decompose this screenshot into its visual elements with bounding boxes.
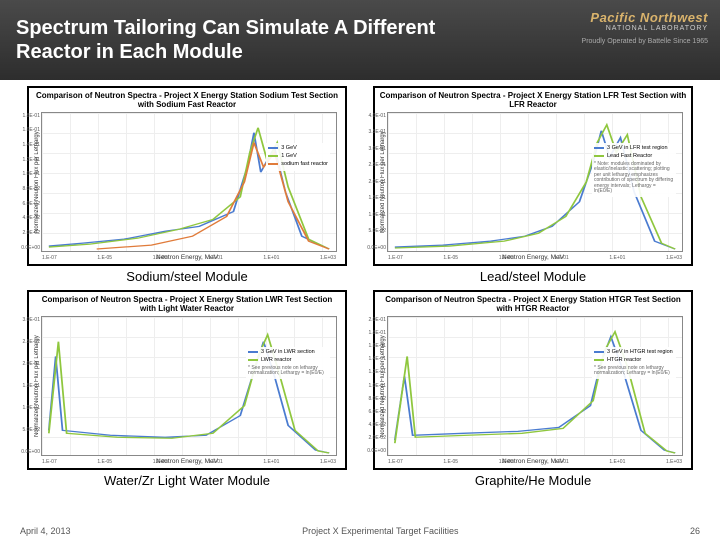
y-ticks: 3.0E-012.5E-012.0E-011.5E-011.0E-015.0E-… <box>20 317 40 455</box>
page-title: Spectrum Tailoring Can Simulate A Differ… <box>16 16 476 64</box>
legend-label: 3 GeV in HTGR test region <box>607 349 673 356</box>
chart-frame: Comparison of Neutron Spectra - Project … <box>27 86 347 266</box>
legend-note: * Note: modules dominated by elastic/ine… <box>594 162 674 195</box>
chart-frame: Comparison of Neutron Spectra - Project … <box>373 86 693 266</box>
chart-title: Comparison of Neutron Spectra - Project … <box>379 92 687 110</box>
x-ticks: 1.E-071.E-051.E-031.E-011.E+011.E+03 <box>42 459 336 465</box>
footer-date: April 4, 2013 <box>20 526 71 536</box>
chart-frame: Comparison of Neutron Spectra - Project … <box>27 290 347 470</box>
x-ticks: 1.E-071.E-051.E-031.E-011.E+011.E+03 <box>388 459 682 465</box>
x-ticks: 1.E-071.E-051.E-031.E-011.E+011.E+03 <box>388 255 682 261</box>
legend-label: HTGR reactor <box>607 357 641 364</box>
chart-title: Comparison of Neutron Spectra - Project … <box>33 296 341 314</box>
chart-caption: Water/Zr Light Water Module <box>104 473 270 488</box>
legend-item: HTGR reactor <box>594 357 674 364</box>
legend-label: 1 GeV <box>281 153 297 160</box>
legend-label: sodium fast reactor <box>281 161 328 168</box>
legend-swatch <box>594 351 604 353</box>
chart-frame: Comparison of Neutron Spectra - Project … <box>373 290 693 470</box>
legend-item: 3 GeV in HTGR test region <box>594 349 674 356</box>
legend-label: LWR reactor <box>261 357 291 364</box>
chart-title: Comparison of Neutron Spectra - Project … <box>379 296 687 314</box>
legend-item: 3 GeV <box>268 145 328 152</box>
legend-swatch <box>248 359 258 361</box>
chart-title: Comparison of Neutron Spectra - Project … <box>33 92 341 110</box>
legend-swatch <box>268 163 278 165</box>
legend-note: * See previous note on lethargy normaliz… <box>594 366 674 377</box>
y-ticks: 2.0E-011.8E-011.6E-011.4E-011.2E-011.0E-… <box>366 317 386 455</box>
x-ticks: 1.E-071.E-051.E-031.E-011.E+011.E+03 <box>42 255 336 261</box>
chart-cell: Comparison of Neutron Spectra - Project … <box>366 86 700 284</box>
y-ticks: 1.8E-011.6E-011.4E-011.2E-011.0E-018.0E-… <box>20 113 40 251</box>
legend-label: Lead Fast Reactor <box>607 153 652 160</box>
footer: April 4, 2013 Project X Experimental Tar… <box>0 526 720 536</box>
chart-cell: Comparison of Neutron Spectra - Project … <box>366 290 700 488</box>
legend-label: 3 GeV <box>281 145 297 152</box>
legend-item: 3 GeV in LWR section <box>248 349 328 356</box>
legend-swatch <box>268 147 278 149</box>
legend-item: sodium fast reactor <box>268 161 328 168</box>
legend: 3 GeV in LWR sectionLWR reactor * See pre… <box>246 347 330 379</box>
footer-page: 26 <box>690 526 700 536</box>
y-ticks: 4.0E-013.5E-013.0E-012.5E-012.0E-011.5E-… <box>366 113 386 251</box>
plot-wrap: Normalized Neutron Flux per Lethargy3.0E… <box>33 316 341 456</box>
legend: 3 GeV1 GeVsodium fast reactor <box>266 143 330 171</box>
footer-center: Project X Experimental Target Facilities <box>302 526 458 536</box>
legend-swatch <box>594 359 604 361</box>
legend: 3 GeV in HTGR test regionHTGR reactor * S… <box>592 347 676 379</box>
legend: 3 GeV in LFR test regionLead Fast Reacto… <box>592 143 676 197</box>
chart-grid: Comparison of Neutron Spectra - Project … <box>0 80 720 488</box>
plot-wrap: Normalized Neutron Flux per Lethargy4.0E… <box>379 112 687 252</box>
plot-wrap: Normalized Neutron Flux per Lethargy2.0E… <box>379 316 687 456</box>
logo-tagline: Proudly Operated by Battelle Since 1965 <box>582 38 708 45</box>
plot-area: 4.0E-013.5E-013.0E-012.5E-012.0E-011.5E-… <box>387 112 683 252</box>
legend-swatch <box>594 155 604 157</box>
chart-caption: Lead/steel Module <box>480 269 586 284</box>
chart-caption: Sodium/steel Module <box>126 269 247 284</box>
header-bar: Spectrum Tailoring Can Simulate A Differ… <box>0 0 720 80</box>
plot-area: 3.0E-012.5E-012.0E-011.5E-011.0E-015.0E-… <box>41 316 337 456</box>
legend-item: 1 GeV <box>268 153 328 160</box>
chart-cell: Comparison of Neutron Spectra - Project … <box>20 86 354 284</box>
legend-swatch <box>268 155 278 157</box>
plot-wrap: Normalized Neutron Flux per Lethargy1.8E… <box>33 112 341 252</box>
plot-area: 2.0E-011.8E-011.6E-011.4E-011.2E-011.0E-… <box>387 316 683 456</box>
legend-swatch <box>594 147 604 149</box>
legend-note: * See previous note on lethargy normaliz… <box>248 366 328 377</box>
logo-main: Pacific Northwest <box>582 10 708 25</box>
chart-cell: Comparison of Neutron Spectra - Project … <box>20 290 354 488</box>
legend-item: 3 GeV in LFR test region <box>594 145 674 152</box>
logo: Pacific Northwest NATIONAL LABORATORY Pr… <box>582 10 708 45</box>
legend-item: LWR reactor <box>248 357 328 364</box>
legend-swatch <box>248 351 258 353</box>
plot-area: 1.8E-011.6E-011.4E-011.2E-011.0E-018.0E-… <box>41 112 337 252</box>
legend-item: Lead Fast Reactor <box>594 153 674 160</box>
chart-caption: Graphite/He Module <box>475 473 591 488</box>
legend-label: 3 GeV in LFR test region <box>607 145 668 152</box>
logo-sub: NATIONAL LABORATORY <box>582 25 708 32</box>
legend-label: 3 GeV in LWR section <box>261 349 315 356</box>
